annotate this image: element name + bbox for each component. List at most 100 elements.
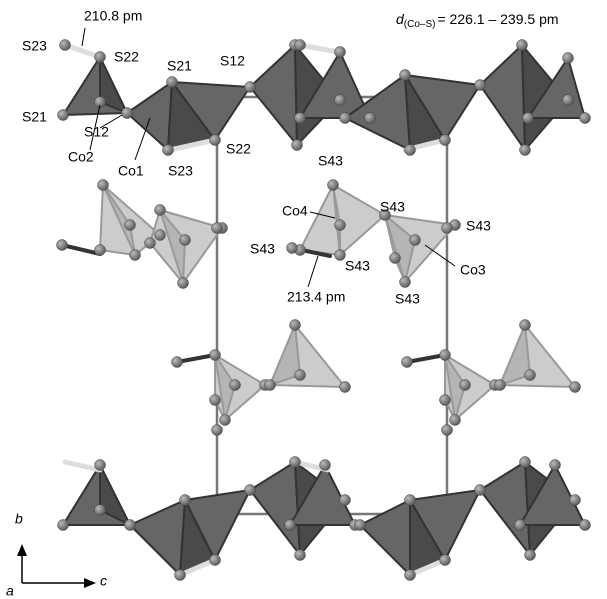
atom [517,40,528,51]
atom [60,40,71,51]
atom [95,245,106,256]
bond-length: 210.8 pm [84,8,142,24]
atom [98,180,109,191]
atom-label: S43 [345,258,370,274]
atom [410,235,421,246]
atom [440,350,451,361]
axis-label: b [15,511,23,527]
atom [402,357,413,368]
atom-label: S22 [226,141,251,157]
subscript: (Co–S) [404,19,436,30]
atom [130,250,141,261]
bond-length: 213.4 pm [287,289,345,305]
atom [180,495,191,506]
atom [570,382,581,393]
atom [335,95,346,106]
atom [400,70,411,81]
atom [290,457,301,468]
polyhedra [63,45,585,575]
atom [265,380,276,391]
atom [172,357,183,368]
atom [230,380,241,391]
atom-label: S22 [114,49,139,65]
atom [320,460,331,471]
atom-label: S23 [168,163,193,179]
atom [355,520,366,531]
atom [175,570,186,581]
atom [220,415,231,426]
atom [390,253,401,264]
atom [400,277,411,288]
atom [450,415,461,426]
atom [523,113,534,124]
atom [520,320,531,331]
atom [292,140,303,151]
atom [335,250,346,261]
atom [442,425,453,436]
atom [520,145,531,156]
atom [335,220,346,231]
atom-label: S43 [318,153,343,169]
atom-label: Co1 [118,163,144,179]
atom [125,520,136,531]
atom [525,370,536,381]
atom [440,135,451,146]
atom-label: S43 [380,199,405,215]
atom [405,495,416,506]
atom [95,460,106,471]
atom [295,40,306,51]
atom [178,278,189,289]
atom [405,145,416,156]
atom [295,113,306,124]
atom [335,47,346,58]
atom [495,380,506,391]
atom-label: S23 [22,38,47,54]
range: = 226.1 – 239.5 pm [437,11,558,27]
atom-label: Co2 [68,149,94,165]
atom [58,520,69,531]
atom [210,395,221,406]
atom [515,520,526,531]
atom [580,520,591,531]
atom [460,380,471,391]
atom [155,205,166,216]
atom-label: S43 [250,241,275,257]
atom-label: Co4 [282,203,308,219]
atom [212,223,223,234]
atom [580,113,591,124]
atom [563,95,574,106]
distance-range: d(Co–S)= 226.1 – 239.5 pm [396,11,559,30]
atom [210,350,221,361]
atom-label: S12 [220,53,245,69]
atom [365,113,376,124]
atom [95,52,106,63]
atom-label: S43 [466,218,491,234]
atom [245,82,256,93]
atom [570,495,581,506]
atom [525,550,536,561]
atom-label: S21 [22,109,47,125]
atom [245,485,256,496]
atom [212,425,223,436]
atom [95,505,106,516]
atom [290,320,301,331]
atom [440,555,451,566]
atom [563,53,574,64]
atom [210,555,221,566]
atom [295,370,306,381]
atom-label: S12 [84,124,109,140]
atom-label: Co3 [460,262,486,278]
atom [475,485,486,496]
axis-label: a [6,583,14,599]
axis-label: c [100,573,107,589]
atom [328,180,339,191]
atom [57,240,68,251]
atom [442,223,453,234]
atom [295,550,306,561]
atom [125,220,136,231]
atom-label: S21 [167,58,192,74]
crystal-structure: 210.8 pm 213.4 pm d(Co–S)= 226.1 – 239.5… [0,0,607,599]
atom-label: S43 [395,291,420,307]
atom [210,135,221,146]
atom [167,77,178,88]
